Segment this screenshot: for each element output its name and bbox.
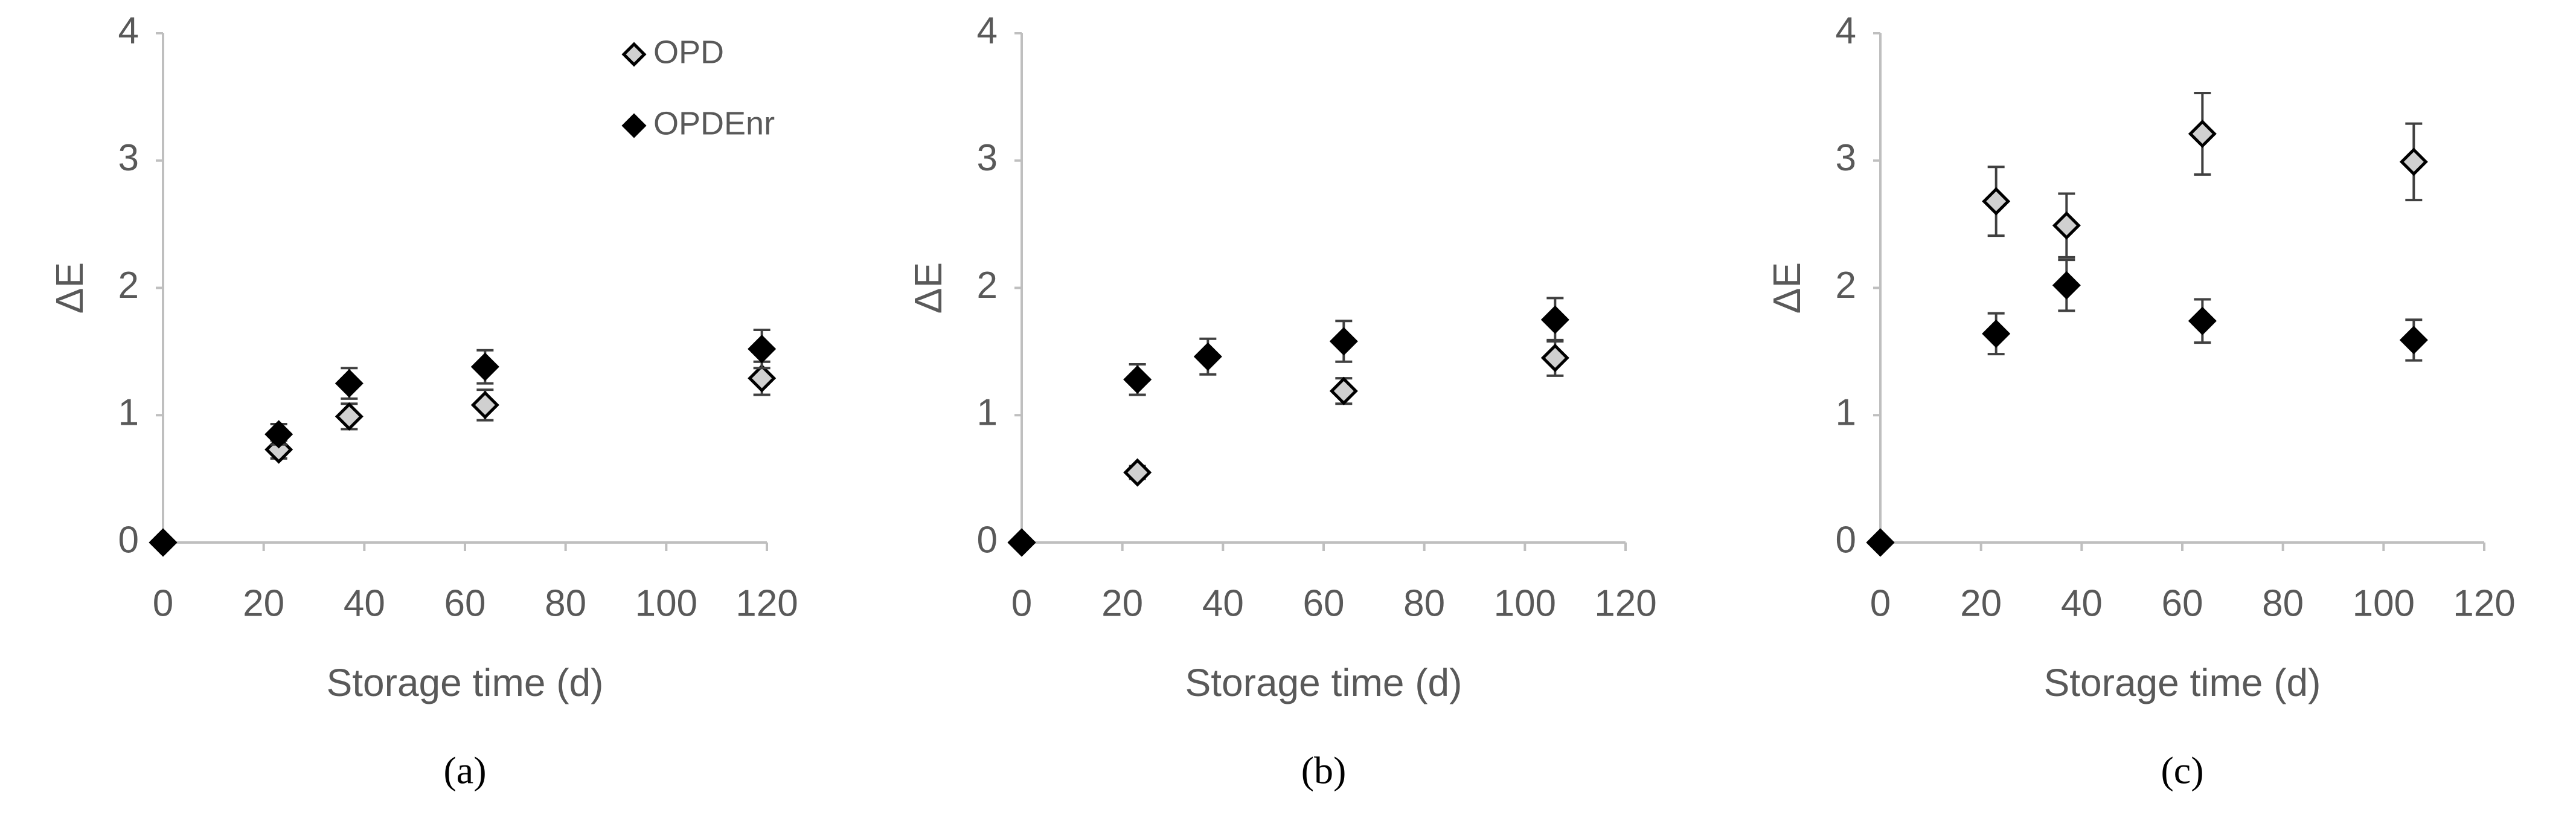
x-tick-label: 60 bbox=[444, 582, 486, 624]
x-tick-label: 100 bbox=[2353, 582, 2415, 624]
data-point bbox=[1866, 528, 1895, 557]
data-point bbox=[335, 402, 364, 431]
x-axis-title: Storage time (d) bbox=[327, 661, 604, 704]
data-point bbox=[1329, 376, 1358, 405]
y-axis-title: ΔE bbox=[906, 262, 950, 314]
data-point bbox=[2399, 326, 2428, 355]
x-tick-label: 60 bbox=[2162, 582, 2203, 624]
x-tick-label: 40 bbox=[1202, 582, 1244, 624]
data-point bbox=[2399, 147, 2428, 176]
legend-marker bbox=[621, 113, 647, 138]
y-tick-label: 4 bbox=[118, 10, 139, 51]
x-axis-title: Storage time (d) bbox=[2044, 661, 2321, 704]
data-point bbox=[2052, 211, 2081, 240]
data-point bbox=[1329, 327, 1358, 356]
x-tick-label: 0 bbox=[1011, 582, 1032, 624]
data-point bbox=[1123, 458, 1152, 487]
x-tick-label: 20 bbox=[1960, 582, 2002, 624]
y-tick-label: 2 bbox=[1836, 265, 1856, 306]
y-tick-label: 0 bbox=[118, 519, 139, 561]
x-tick-label: 0 bbox=[153, 582, 173, 624]
y-tick-label: 4 bbox=[1836, 10, 1856, 51]
data-point bbox=[1193, 342, 1222, 371]
data-point bbox=[1540, 305, 1569, 334]
x-tick-label: 80 bbox=[2262, 582, 2304, 624]
y-tick-label: 4 bbox=[977, 10, 998, 51]
data-point bbox=[1123, 365, 1152, 394]
data-point bbox=[149, 528, 178, 557]
y-tick-label: 0 bbox=[1836, 519, 1856, 561]
x-tick-label: 120 bbox=[2453, 582, 2515, 624]
y-tick-label: 0 bbox=[977, 519, 998, 561]
x-tick-label: 80 bbox=[545, 582, 586, 624]
data-point bbox=[1982, 187, 2011, 216]
data-point bbox=[1540, 343, 1569, 372]
caption: (a) bbox=[443, 749, 486, 792]
x-tick-label: 80 bbox=[1403, 582, 1445, 624]
x-tick-label: 0 bbox=[1870, 582, 1891, 624]
x-tick-label: 120 bbox=[1594, 582, 1656, 624]
x-tick-label: 60 bbox=[1303, 582, 1345, 624]
x-tick-label: 20 bbox=[1101, 582, 1143, 624]
legend-label: OPDEnr bbox=[653, 105, 775, 141]
y-tick-label: 3 bbox=[118, 137, 139, 179]
caption: (b) bbox=[1301, 749, 1347, 792]
legend-marker bbox=[621, 42, 647, 67]
y-tick-label: 2 bbox=[118, 265, 139, 306]
x-tick-label: 100 bbox=[1494, 582, 1556, 624]
y-tick-label: 3 bbox=[1836, 137, 1856, 179]
x-tick-label: 120 bbox=[735, 582, 798, 624]
data-point bbox=[1007, 528, 1036, 557]
data-point bbox=[748, 335, 777, 364]
y-tick-label: 2 bbox=[977, 265, 998, 306]
y-axis-title: ΔE bbox=[1765, 262, 1809, 314]
y-axis-title: ΔE bbox=[48, 262, 91, 314]
y-tick-label: 1 bbox=[118, 392, 139, 434]
data-point bbox=[2188, 119, 2217, 149]
caption: (c) bbox=[2161, 749, 2203, 792]
y-tick-label: 3 bbox=[977, 137, 998, 179]
x-tick-label: 100 bbox=[635, 582, 697, 624]
data-point bbox=[2052, 271, 2081, 300]
x-tick-label: 40 bbox=[344, 582, 385, 624]
data-point bbox=[2188, 306, 2217, 335]
data-point bbox=[264, 420, 293, 449]
data-point bbox=[470, 352, 499, 381]
data-point bbox=[335, 369, 364, 398]
x-tick-label: 40 bbox=[2061, 582, 2103, 624]
data-point bbox=[470, 390, 499, 419]
legend-label: OPD bbox=[653, 34, 724, 70]
y-tick-label: 1 bbox=[1836, 392, 1856, 434]
y-tick-label: 1 bbox=[977, 392, 998, 434]
x-tick-label: 20 bbox=[243, 582, 284, 624]
x-axis-title: Storage time (d) bbox=[1185, 661, 1463, 704]
data-point bbox=[748, 364, 777, 393]
data-point bbox=[1982, 319, 2011, 348]
